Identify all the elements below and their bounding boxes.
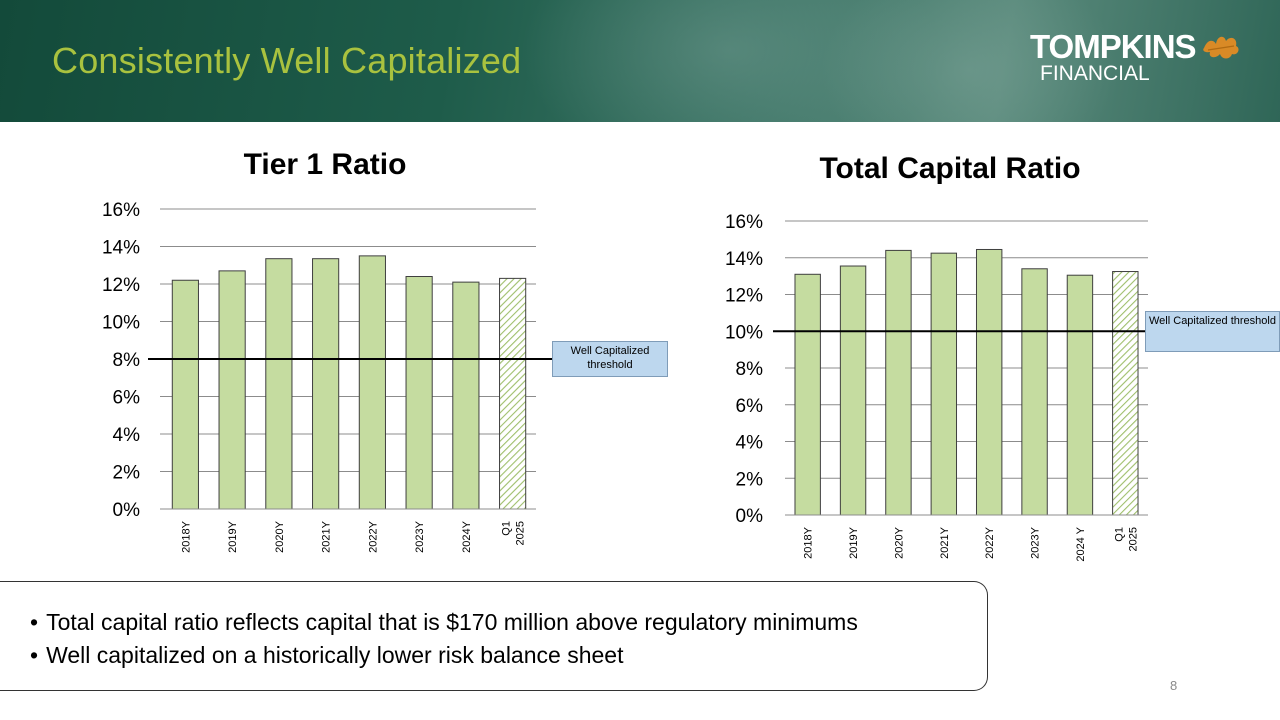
bar — [358, 255, 386, 510]
y-tick-label: 10% — [725, 322, 763, 343]
y-tick-label: 16% — [725, 212, 763, 233]
bar — [1021, 268, 1048, 516]
x-tick-label: 2020Y — [274, 520, 286, 552]
x-tick-label: 2023Y — [414, 520, 426, 552]
page-number: 8 — [1170, 678, 1178, 693]
page-title: Consistently Well Capitalized — [52, 40, 522, 81]
x-tick-label: 2024 Y — [1075, 526, 1087, 561]
x-tick-label: 2018Y — [803, 526, 815, 558]
y-tick-label: 0% — [736, 506, 764, 527]
x-tick-label: 2021Y — [939, 526, 951, 558]
bar — [452, 281, 480, 510]
y-tick-label: 16% — [102, 200, 140, 221]
x-tick-text: 2020Y — [893, 526, 905, 558]
x-tick-label: Q1 2025 — [501, 521, 527, 545]
y-tick-label: 6% — [736, 396, 764, 417]
y-tick-label: 14% — [102, 238, 140, 259]
x-tick-text: 2024 Y — [1075, 526, 1087, 561]
x-tick-text: 2019Y — [227, 520, 239, 552]
x-tick-label: 2018Y — [180, 520, 192, 552]
x-tick-text: 2021Y — [321, 520, 333, 552]
x-tick-label: 2021Y — [321, 520, 333, 552]
x-tick-text: Q1 — [501, 521, 513, 536]
bar — [885, 249, 912, 516]
bar — [975, 248, 1003, 516]
y-tick-label: 4% — [113, 425, 141, 446]
chart-title-tier1: Tier 1 Ratio — [243, 148, 407, 181]
bullet-item: Well capitalized on a historically lower… — [30, 639, 858, 672]
bar — [1066, 274, 1094, 516]
x-tick-text: 2022Y — [367, 520, 379, 552]
x-tick-label: 2023Y — [1030, 526, 1042, 558]
x-tick-label: 2020Y — [893, 526, 905, 558]
x-tick-text: 2023Y — [1030, 526, 1042, 558]
x-tick-text: 2024Y — [461, 520, 473, 552]
x-tick-text: 2025 — [515, 521, 527, 545]
x-tick-label: 2019Y — [848, 526, 860, 558]
bar-hatched — [1112, 271, 1139, 516]
y-tick-label: 2% — [113, 463, 141, 484]
x-tick-label: Q1 2025 — [1113, 527, 1139, 551]
x-tick-label: 2022Y — [367, 520, 379, 552]
x-tick-text: 2018Y — [180, 520, 192, 552]
y-tick-label: 8% — [736, 359, 764, 380]
x-tick-label: 2019Y — [227, 520, 239, 552]
y-tick-label: 0% — [113, 500, 141, 521]
bar — [218, 270, 246, 510]
header-banner: Consistently Well Capitalized TOMPKINS F… — [0, 0, 1280, 122]
x-tick-text: 2022Y — [984, 526, 996, 558]
bar — [171, 279, 199, 510]
y-tick-label: 6% — [113, 388, 141, 409]
x-tick-text: 2018Y — [803, 526, 815, 558]
bar — [930, 252, 958, 516]
bar — [265, 258, 293, 510]
summary-box: Total capital ratio reflects capital tha… — [0, 581, 988, 691]
bullet-item: Total capital ratio reflects capital tha… — [30, 606, 858, 639]
y-tick-label: 14% — [725, 249, 763, 270]
x-tick-text: 2025 — [1127, 527, 1139, 551]
x-tick-text: 2019Y — [848, 526, 860, 558]
threshold-note-tier1: Well Capitalized threshold — [552, 341, 668, 377]
x-tick-text: 2021Y — [939, 526, 951, 558]
logo-text-primary: TOMPKINS — [1030, 28, 1197, 65]
y-tick-label: 2% — [736, 469, 764, 490]
y-tick-label: 8% — [113, 350, 141, 371]
y-tick-label: 12% — [102, 275, 140, 296]
oak-leaf-icon — [1202, 36, 1239, 58]
logo-text-secondary: FINANCIAL — [1040, 62, 1150, 85]
x-tick-text: 2020Y — [274, 520, 286, 552]
y-tick-label: 12% — [725, 286, 763, 307]
bar — [312, 258, 340, 510]
x-tick-label: 2022Y — [984, 526, 996, 558]
y-tick-label: 4% — [736, 433, 764, 454]
x-tick-label: 2024Y — [461, 520, 473, 552]
threshold-note-total-capital: Well Capitalized threshold — [1145, 311, 1280, 352]
leaf-texture — [820, 0, 1120, 122]
y-tick-label: 10% — [102, 313, 140, 334]
bar — [839, 265, 867, 516]
bar — [794, 273, 821, 516]
x-tick-text: 2023Y — [414, 520, 426, 552]
company-logo: TOMPKINS FINANCIAL — [1030, 30, 1242, 85]
leaf-texture — [520, 0, 940, 122]
x-tick-text: Q1 — [1113, 527, 1125, 542]
bar-hatched — [499, 277, 527, 510]
chart-title-total-capital: Total Capital Ratio — [819, 152, 1081, 185]
